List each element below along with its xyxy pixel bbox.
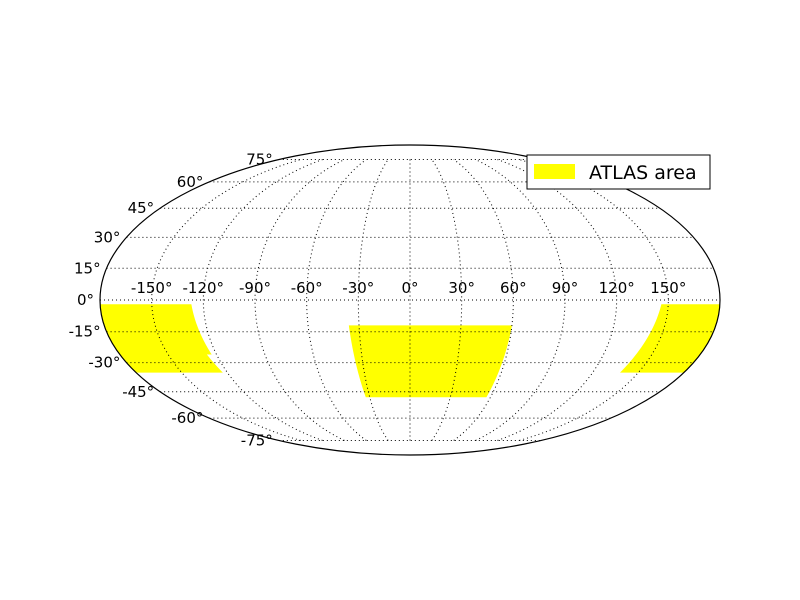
- lat-tick-label: 30°: [94, 228, 121, 246]
- lat-tick-label: 0°: [77, 291, 94, 309]
- meridian-line: [357, 159, 389, 441]
- atlas-region-1: [348, 325, 512, 398]
- lon-tick-label: 120°: [599, 279, 635, 297]
- lon-tick-label: -120°: [183, 279, 225, 297]
- lon-tick-label: 30°: [448, 279, 475, 297]
- graticule: [100, 159, 720, 441]
- longitude-tick-labels: -150° -120° -90° -60° -30° 0° 30° 60° 90° 120° 150…: [131, 279, 686, 297]
- meridian-line: [519, 159, 669, 441]
- atlas-regions: [100, 304, 720, 398]
- legend-label: ATLAS area: [589, 162, 697, 184]
- lon-tick-label: -60°: [291, 279, 323, 297]
- lon-tick-label: -150°: [131, 279, 173, 297]
- lon-tick-label: -90°: [239, 279, 271, 297]
- atlas-region-3: [620, 304, 720, 373]
- lat-tick-label: -60°: [171, 409, 203, 427]
- lat-tick-label: -30°: [88, 354, 120, 372]
- lat-tick-label: 15°: [74, 259, 101, 277]
- lon-tick-label: 150°: [650, 279, 686, 297]
- map-boundary: [99, 144, 721, 456]
- lon-tick-label: 60°: [500, 279, 527, 297]
- lon-tick-label: 0°: [401, 279, 418, 297]
- lon-tick-label: 90°: [552, 279, 579, 297]
- lat-tick-label: 45°: [128, 199, 155, 217]
- legend: ATLAS area: [526, 154, 711, 190]
- meridian-line: [497, 159, 618, 441]
- latitude-tick-labels: 75° 60° 45° 30° 15° 0° -15° -30°-45° -60° -75°: [69, 151, 273, 450]
- meridian-line: [151, 159, 301, 441]
- lat-tick-label: -45°: [122, 383, 154, 401]
- lat-tick-label: 75°: [246, 151, 273, 169]
- lat-tick-label: -15°: [69, 323, 101, 341]
- lon-tick-label: -30°: [342, 279, 374, 297]
- meridian-line: [202, 159, 323, 441]
- lat-tick-label: -75°: [241, 431, 273, 449]
- lat-tick-label: 60°: [177, 173, 204, 191]
- legend-swatch: [534, 164, 575, 179]
- atlas-region-2: [100, 304, 223, 373]
